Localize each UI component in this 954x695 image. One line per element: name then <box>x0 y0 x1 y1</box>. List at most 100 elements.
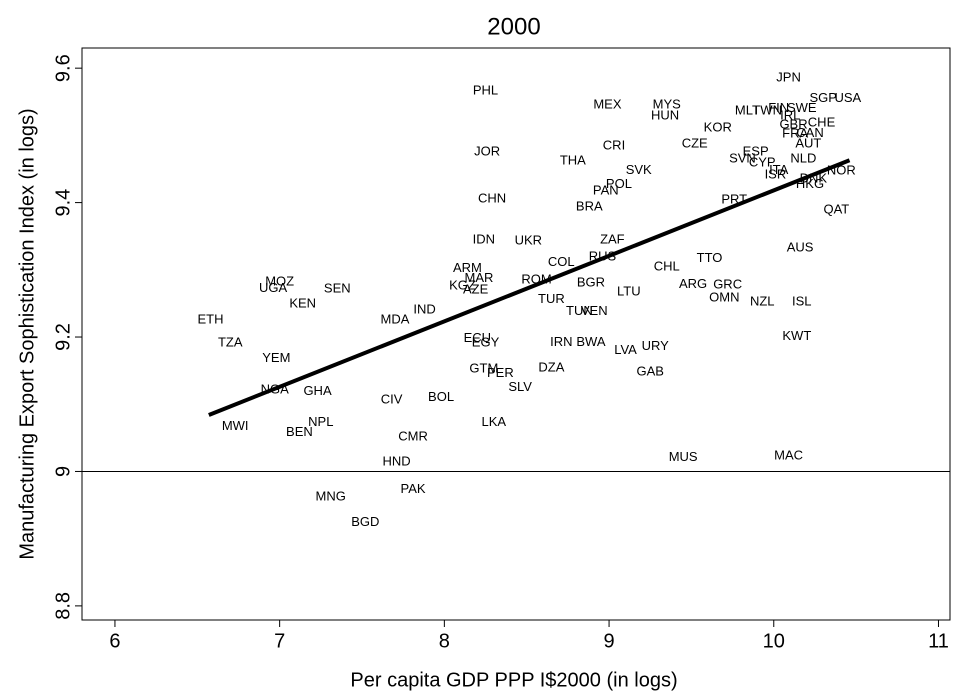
point-label: MYS <box>653 97 682 112</box>
point-label: BWA <box>576 334 605 349</box>
point-label: MWI <box>222 418 249 433</box>
plot-frame <box>81 47 951 621</box>
point-label: SGP <box>809 90 836 105</box>
point-label: MAC <box>774 447 803 462</box>
point-label: ZAF <box>600 232 625 247</box>
point-label: ISL <box>792 294 812 309</box>
point-label: TWN <box>752 103 782 118</box>
point-label: USA <box>835 90 862 105</box>
point-label: SVK <box>626 162 652 177</box>
point-label: CZE <box>682 136 708 151</box>
point-label: FIN <box>768 100 789 115</box>
point-label: UKR <box>515 232 542 247</box>
point-label: PRT <box>721 191 747 206</box>
point-label: HUN <box>651 107 679 122</box>
point-label: OMN <box>709 289 739 304</box>
point-label: MUS <box>669 449 698 464</box>
point-label: AUS <box>787 240 814 255</box>
point-label: SLV <box>508 379 532 394</box>
point-label: KWT <box>782 328 811 343</box>
point-label: ESP <box>743 144 769 159</box>
point-label: ETH <box>197 312 223 327</box>
fit-line <box>208 158 851 417</box>
point-label: PAN <box>593 183 619 198</box>
point-label: THA <box>560 152 586 167</box>
point-label: NLD <box>790 150 816 165</box>
point-label: LVA <box>614 342 637 357</box>
point-label: CHL <box>654 259 680 274</box>
point-label: CMR <box>398 429 428 444</box>
point-label: KOR <box>704 119 732 134</box>
y-tick-label: 9.6 <box>52 54 74 82</box>
point-label: URY <box>642 338 670 353</box>
point-label: GRC <box>713 277 742 292</box>
point-label: UGA <box>259 280 288 295</box>
point-label: AZE <box>463 281 489 296</box>
point-label: MAR <box>464 270 493 285</box>
x-tick-label: 10 <box>763 630 785 652</box>
point-label: TUR <box>538 291 565 306</box>
point-label: CIV <box>381 392 403 407</box>
point-label: MDA <box>380 312 409 327</box>
point-label: EGY <box>472 335 500 350</box>
y-tick-label: 9.4 <box>52 189 74 217</box>
point-label: SWE <box>787 100 817 115</box>
point-label: NOR <box>827 162 856 177</box>
x-tick-label: 11 <box>928 630 949 652</box>
point-label: HND <box>383 453 411 468</box>
point-label: DZA <box>538 359 564 374</box>
point-label: ROM <box>521 271 551 286</box>
point-label: RUS <box>589 248 617 263</box>
point-label: IDN <box>473 232 495 247</box>
point-label: ARG <box>679 276 707 291</box>
y-tick-label: 9.2 <box>52 323 74 351</box>
point-label: GAB <box>637 363 664 378</box>
point-label: CHE <box>808 115 836 130</box>
point-label: VEN <box>581 303 608 318</box>
point-label: IRN <box>550 334 572 349</box>
point-label: SEN <box>324 281 351 296</box>
point-label: YEM <box>262 350 290 365</box>
x-tick-label: 7 <box>274 630 285 652</box>
point-label: GTM <box>469 361 498 376</box>
x-tick-label: 8 <box>439 630 450 652</box>
point-label: NZL <box>750 294 775 309</box>
point-label: GBR <box>779 117 807 132</box>
y-tick-label: 8.8 <box>52 592 74 620</box>
point-label: GHA <box>303 383 332 398</box>
point-label: TUN <box>566 303 593 318</box>
point-label: BEN <box>286 424 313 439</box>
point-label: LTU <box>617 283 641 298</box>
point-label: SVN <box>729 150 756 165</box>
point-label: BOL <box>428 389 454 404</box>
point-label: CYP <box>749 154 776 169</box>
point-label: LKA <box>481 414 506 429</box>
y-axis-label: Manufacturing Export Sophistication Inde… <box>16 108 38 559</box>
point-label: BGR <box>577 275 605 290</box>
point-label: CHN <box>478 191 506 206</box>
point-label: JPN <box>776 70 801 85</box>
x-axis-label: Per capita GDP PPP I$2000 (in logs) <box>350 669 677 691</box>
point-label: TTO <box>697 250 723 265</box>
point-label: ISR <box>765 166 787 181</box>
point-label: IRL <box>780 107 800 122</box>
x-tick-label: 9 <box>603 630 614 652</box>
point-label: BRA <box>576 199 603 214</box>
point-label: KEN <box>289 296 316 311</box>
point-label: CRI <box>603 138 625 153</box>
point-label: MEX <box>593 97 622 112</box>
point-label: PER <box>487 365 514 380</box>
point-label: NGA <box>261 382 290 397</box>
point-label: ITA <box>769 162 789 177</box>
point-label: CAN <box>796 125 823 140</box>
point-label: TZA <box>218 335 243 350</box>
point-label: MOZ <box>265 273 294 288</box>
point-label: BGD <box>351 514 379 529</box>
point-label: POL <box>606 176 632 191</box>
point-label: ECU <box>464 330 491 345</box>
chart-title: 2000 <box>487 13 540 40</box>
point-label: KGZ <box>449 277 476 292</box>
point-label: COL <box>548 254 575 269</box>
point-label: PHL <box>473 82 498 97</box>
